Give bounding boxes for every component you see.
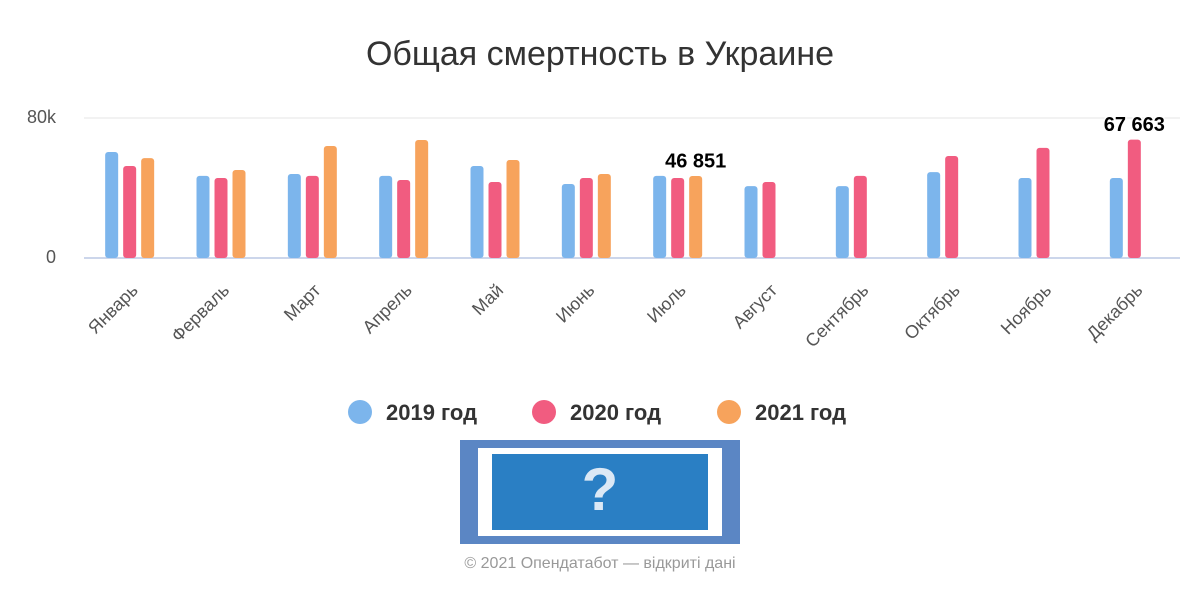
legend-marker <box>532 400 556 424</box>
y-tick-label: 80k <box>27 107 57 127</box>
bar <box>853 175 867 258</box>
bar <box>1109 178 1123 258</box>
x-tick-label: Июль <box>643 280 690 327</box>
legend-label[interactable]: 2019 год <box>386 400 477 425</box>
x-tick-label: Ноябрь <box>997 280 1055 338</box>
legend-label[interactable]: 2021 год <box>755 400 846 425</box>
bar <box>397 179 411 258</box>
x-tick-label: Сентябрь <box>801 280 872 351</box>
x-tick-label: Май <box>468 280 507 319</box>
bar <box>762 182 776 258</box>
bar <box>653 175 667 258</box>
bar <box>379 175 393 258</box>
legend-marker <box>348 400 372 424</box>
bar <box>105 151 119 258</box>
x-tick-label: Июнь <box>552 280 599 327</box>
y-tick-label: 0 <box>46 247 56 267</box>
footer: © 2021 Опендатабот — відкриті дані <box>464 555 735 572</box>
bar <box>506 160 520 258</box>
image-icon: ? <box>582 456 619 523</box>
bar <box>232 169 246 258</box>
bar <box>597 174 611 258</box>
bar <box>470 165 484 258</box>
bar <box>561 183 575 258</box>
bar <box>1018 178 1032 258</box>
legend-marker <box>717 400 741 424</box>
bar <box>305 175 319 258</box>
x-tick-label: Август <box>729 280 781 332</box>
data-label: 46 851 <box>665 150 726 172</box>
x-tick-label: Апрель <box>359 280 416 337</box>
bar <box>214 178 228 258</box>
bar <box>123 165 137 258</box>
bar <box>744 186 758 258</box>
x-tick-label: Ферваль <box>167 280 233 346</box>
bar <box>415 140 429 258</box>
bar <box>1036 147 1050 258</box>
bar <box>196 175 210 258</box>
x-tick-label: Октябрь <box>900 280 963 343</box>
bar <box>141 158 155 258</box>
bar <box>488 182 502 258</box>
bar <box>689 176 703 258</box>
chart-title: Общая смертность в Украине <box>366 35 834 73</box>
image-placeholder: ? <box>460 440 740 544</box>
x-tick-label: Январь <box>84 280 142 338</box>
bar <box>671 178 685 258</box>
bar <box>835 186 849 258</box>
bar <box>579 178 593 258</box>
x-tick-label: Декабрь <box>1083 280 1147 344</box>
data-label: 67 663 <box>1104 114 1165 136</box>
bar <box>927 172 941 258</box>
x-tick-label: Март <box>280 280 325 325</box>
bar <box>1127 139 1141 258</box>
bar <box>323 146 337 258</box>
legend-label[interactable]: 2020 год <box>570 400 661 425</box>
image-inner <box>492 454 708 530</box>
bar <box>945 155 959 258</box>
bar <box>287 174 301 258</box>
